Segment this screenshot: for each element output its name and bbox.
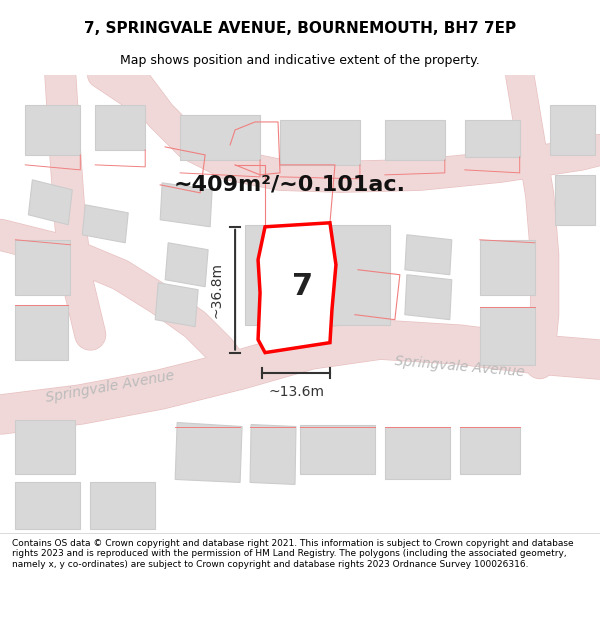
Polygon shape xyxy=(405,235,452,275)
Polygon shape xyxy=(480,240,535,295)
Polygon shape xyxy=(460,426,520,474)
Polygon shape xyxy=(16,482,80,529)
Text: 7: 7 xyxy=(292,272,314,301)
Text: Contains OS data © Crown copyright and database right 2021. This information is : Contains OS data © Crown copyright and d… xyxy=(12,539,574,569)
Polygon shape xyxy=(175,422,242,482)
Polygon shape xyxy=(465,120,520,157)
Polygon shape xyxy=(280,120,360,165)
Polygon shape xyxy=(250,424,296,484)
Polygon shape xyxy=(180,115,260,160)
Text: ~13.6m: ~13.6m xyxy=(268,384,324,399)
Text: Map shows position and indicative extent of the property.: Map shows position and indicative extent… xyxy=(120,54,480,67)
Polygon shape xyxy=(16,304,68,359)
Polygon shape xyxy=(554,175,595,225)
Polygon shape xyxy=(82,205,128,242)
Polygon shape xyxy=(258,222,336,352)
Text: ~36.8m: ~36.8m xyxy=(209,262,223,318)
Polygon shape xyxy=(28,180,73,225)
Polygon shape xyxy=(16,240,70,295)
Polygon shape xyxy=(25,105,80,155)
Polygon shape xyxy=(95,105,145,150)
Polygon shape xyxy=(90,482,155,529)
Text: Springvale Avenue: Springvale Avenue xyxy=(45,368,176,405)
Polygon shape xyxy=(300,424,375,474)
Polygon shape xyxy=(165,242,208,287)
Polygon shape xyxy=(405,275,452,319)
Polygon shape xyxy=(550,105,595,155)
Text: 7, SPRINGVALE AVENUE, BOURNEMOUTH, BH7 7EP: 7, SPRINGVALE AVENUE, BOURNEMOUTH, BH7 7… xyxy=(84,21,516,36)
Polygon shape xyxy=(160,183,212,227)
Polygon shape xyxy=(385,120,445,160)
Polygon shape xyxy=(480,307,535,364)
Polygon shape xyxy=(245,225,390,324)
Polygon shape xyxy=(155,282,198,327)
Text: ~409m²/~0.101ac.: ~409m²/~0.101ac. xyxy=(174,175,406,195)
Polygon shape xyxy=(385,426,450,479)
Polygon shape xyxy=(16,419,76,474)
Text: Springvale Avenue: Springvale Avenue xyxy=(394,354,526,379)
